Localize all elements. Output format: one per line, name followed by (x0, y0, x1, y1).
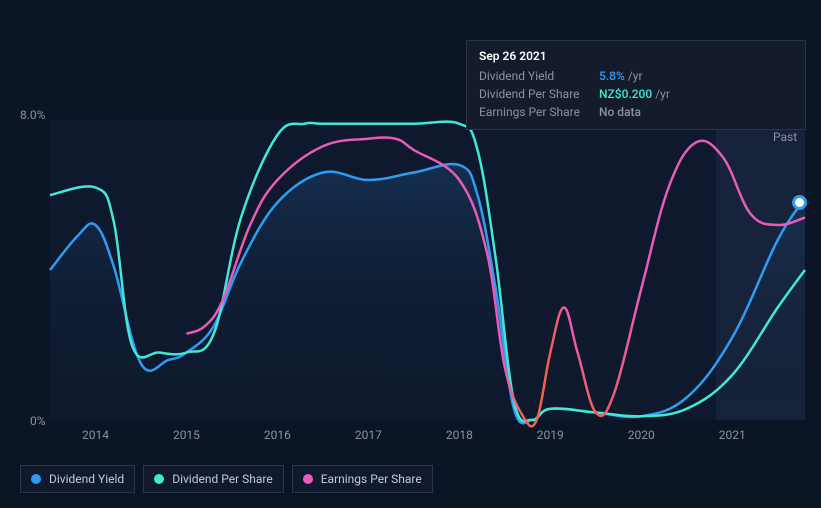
tooltip-value: NZ$0.200/yr (599, 85, 670, 103)
x-axis-tick: 2014 (82, 428, 109, 442)
y-axis-min: 0% (30, 414, 46, 428)
x-axis-tick: 2016 (264, 428, 291, 442)
x-axis-tick: 2020 (628, 428, 655, 442)
past-label: Past (773, 130, 797, 144)
legend-label: Earnings Per Share (321, 472, 422, 486)
y-axis-max: 8.0% (20, 108, 45, 122)
x-axis-tick: 2021 (719, 428, 746, 442)
chart-tooltip: Sep 26 2021 Dividend Yield5.8%/yrDividen… (466, 40, 806, 130)
legend-label: Dividend Per Share (172, 472, 273, 486)
legend-item[interactable]: Earnings Per Share (292, 465, 433, 493)
chart-legend: Dividend Yield Dividend Per Share Earnings… (20, 465, 433, 493)
tooltip-row: Dividend Yield5.8%/yr (479, 67, 793, 85)
x-axis-tick: 2018 (446, 428, 473, 442)
legend-item[interactable]: Dividend Per Share (143, 465, 284, 493)
legend-swatch (154, 474, 164, 484)
tooltip-value: 5.8%/yr (599, 67, 643, 85)
tooltip-row: Earnings Per ShareNo data (479, 103, 793, 121)
legend-label: Dividend Yield (49, 472, 124, 486)
x-axis-tick: 2015 (173, 428, 200, 442)
x-axis-tick: 2019 (537, 428, 564, 442)
legend-swatch (31, 474, 41, 484)
tooltip-label: Earnings Per Share (479, 103, 599, 121)
hover-marker (794, 197, 806, 209)
x-axis-tick: 2017 (355, 428, 382, 442)
tooltip-label: Dividend Per Share (479, 85, 599, 103)
dividend-chart: 8.0% 0% Past 2014 2015 2016 2017 2018 2019 202… (0, 0, 821, 508)
tooltip-row: Dividend Per ShareNZ$0.200/yr (479, 85, 793, 103)
tooltip-value: No data (599, 103, 644, 121)
legend-item[interactable]: Dividend Yield (20, 465, 135, 493)
tooltip-label: Dividend Yield (479, 67, 599, 85)
legend-swatch (303, 474, 313, 484)
tooltip-date: Sep 26 2021 (479, 49, 793, 63)
